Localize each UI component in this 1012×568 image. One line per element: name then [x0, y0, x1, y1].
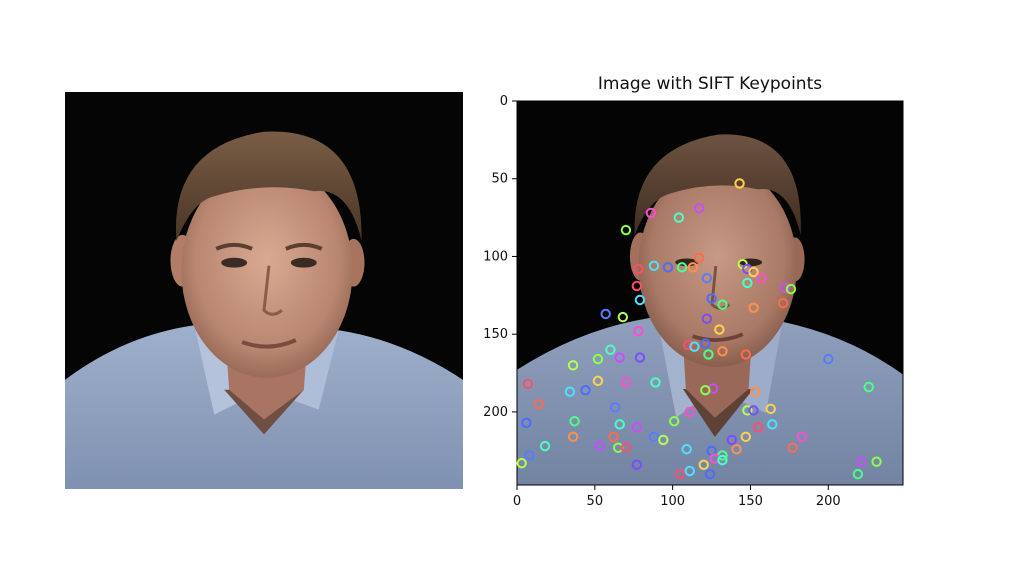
y-tick-label: 150 [483, 327, 508, 342]
y-tick-label: 200 [483, 405, 508, 420]
chart-title: Image with SIFT Keypoints [597, 74, 823, 94]
portrait-drawing [65, 92, 463, 489]
original-photo [65, 92, 463, 489]
portrait-drawing-keypoints [517, 101, 903, 485]
x-tick-label: 100 [660, 494, 685, 509]
x-tick-label: 200 [816, 494, 841, 509]
y-tick-label: 0 [500, 94, 508, 109]
x-tick-label: 0 [513, 494, 521, 509]
x-tick-label: 50 [587, 494, 604, 509]
y-tick-label: 50 [491, 172, 508, 187]
keypoint-photo [517, 101, 903, 485]
y-tick-label: 100 [483, 249, 508, 264]
x-tick-label: 150 [738, 494, 763, 509]
